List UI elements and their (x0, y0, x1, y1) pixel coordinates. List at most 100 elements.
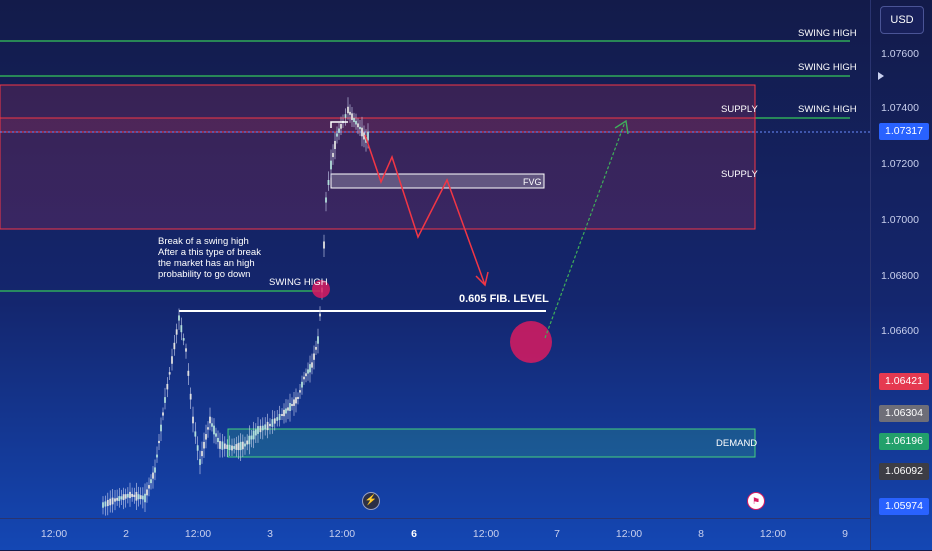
candle-body (241, 441, 244, 450)
candle-body (180, 325, 183, 333)
swing-high-label: SWING HIGH (798, 28, 857, 39)
candle-body (299, 390, 301, 393)
projection-down-arrowhead (475, 271, 489, 287)
candle-body (211, 423, 213, 427)
candle-body (273, 418, 276, 424)
candle-body (226, 444, 229, 449)
candle-body (332, 152, 334, 158)
time-tick: 12:00 (472, 528, 500, 540)
candle-body (146, 489, 148, 496)
candle-body (344, 114, 347, 118)
candle-body (144, 493, 146, 503)
price-axis[interactable]: 1.07600 1.07400 1.07200 1.07000 1.06800 … (870, 0, 932, 550)
candle-body (239, 441, 242, 451)
time-tick: 12:00 (184, 528, 212, 540)
candle-body (281, 413, 283, 417)
target-circle (510, 321, 552, 363)
time-tick: 12:00 (40, 528, 68, 540)
candle-body (283, 409, 285, 417)
candle-body (330, 160, 332, 170)
candle-body (257, 426, 259, 434)
candle-body (173, 342, 176, 350)
candle-body (131, 493, 134, 497)
candle-body (289, 403, 291, 411)
time-tick: 12:00 (615, 528, 643, 540)
time-tick: 7 (554, 528, 560, 540)
lightning-icon[interactable]: ⚡ (362, 492, 380, 510)
time-tick: 6 (411, 528, 417, 540)
swing-high-label: SWING HIGH (798, 104, 857, 115)
swing-high-label: SWING HIGH (269, 277, 328, 288)
price-tick: 1.07000 (881, 214, 919, 226)
candle-body (111, 497, 114, 505)
candle-body (162, 412, 164, 416)
candle-body (175, 329, 178, 335)
candle-body (266, 421, 269, 431)
candle-body (311, 362, 313, 368)
candle-body (363, 132, 365, 140)
demand-label: DEMAND (716, 438, 758, 449)
candle-body (217, 437, 219, 443)
candle-body (347, 106, 349, 114)
candle-body (278, 413, 281, 421)
candle-body (276, 417, 279, 421)
projection-up-arrowhead (614, 119, 629, 135)
projection-down-path (364, 134, 486, 286)
candle-body (139, 495, 142, 500)
candle-body (233, 446, 236, 449)
supply-zone-outer (0, 84, 756, 230)
candle-body (178, 315, 180, 321)
time-axis[interactable]: 12:00 2 12:00 3 12:00 6 12:00 7 12:00 8 … (0, 518, 870, 551)
note-line: Break of a swing high (158, 236, 249, 247)
analysis-note: Break of a swing high After a this type … (158, 236, 261, 280)
candle-body (303, 376, 305, 380)
candle-body (150, 479, 152, 484)
candle-body (109, 498, 112, 506)
candle-body (235, 444, 238, 450)
fvg-label: FVG (523, 177, 542, 187)
candle-body (141, 495, 144, 500)
candle-body (297, 396, 299, 400)
price-badge: 1.05974 (879, 498, 929, 515)
scroll-arrow-icon[interactable] (878, 72, 884, 80)
candle-body (244, 443, 246, 447)
us-flag-icon[interactable]: ⚑ (747, 492, 765, 510)
time-tick: 3 (267, 528, 273, 540)
candle-body (118, 496, 121, 502)
candle-body (309, 364, 311, 373)
candle-body (355, 120, 357, 125)
currency-button[interactable]: USD (880, 6, 924, 34)
candle-body (203, 441, 205, 449)
candle-body (120, 496, 123, 500)
price-badge: 1.06196 (879, 433, 929, 450)
note-line: probability to go down (158, 269, 251, 280)
fvg-box (330, 173, 545, 189)
candle-body (122, 494, 125, 501)
candle-body (305, 373, 307, 377)
candle-body (307, 369, 309, 374)
candle-body (158, 440, 160, 444)
price-candles (102, 97, 369, 516)
candle-body (215, 433, 217, 437)
swing-high-bracket (330, 121, 348, 128)
candle-body (185, 348, 187, 352)
candle-body (192, 416, 194, 424)
candle-body (357, 123, 359, 128)
candle-body (317, 336, 319, 344)
price-tick: 1.07200 (881, 158, 919, 170)
candle-body (336, 133, 338, 137)
price-badge: 1.06421 (879, 373, 929, 390)
candle-body (164, 397, 166, 403)
swing-break-circle (312, 280, 330, 298)
candle-body (199, 459, 201, 465)
candle-body (359, 126, 361, 130)
candle-body (160, 424, 162, 432)
projection-up-path (544, 121, 626, 339)
chart-canvas[interactable] (0, 0, 870, 518)
candle-body (189, 393, 192, 400)
candle-body (166, 383, 169, 390)
candle-body (259, 425, 262, 433)
candle-body (114, 498, 116, 502)
price-tick: 1.06800 (881, 270, 919, 282)
candle-body (102, 502, 104, 508)
